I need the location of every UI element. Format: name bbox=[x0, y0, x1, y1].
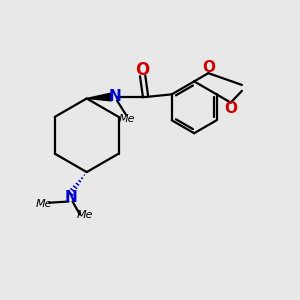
Text: N: N bbox=[64, 190, 77, 206]
Text: O: O bbox=[224, 101, 238, 116]
Text: O: O bbox=[202, 60, 215, 75]
Text: Me: Me bbox=[77, 210, 94, 220]
Text: Me: Me bbox=[119, 114, 135, 124]
Polygon shape bbox=[87, 93, 111, 101]
Text: O: O bbox=[136, 61, 150, 79]
Text: Me: Me bbox=[36, 199, 52, 208]
Text: N: N bbox=[108, 89, 121, 104]
